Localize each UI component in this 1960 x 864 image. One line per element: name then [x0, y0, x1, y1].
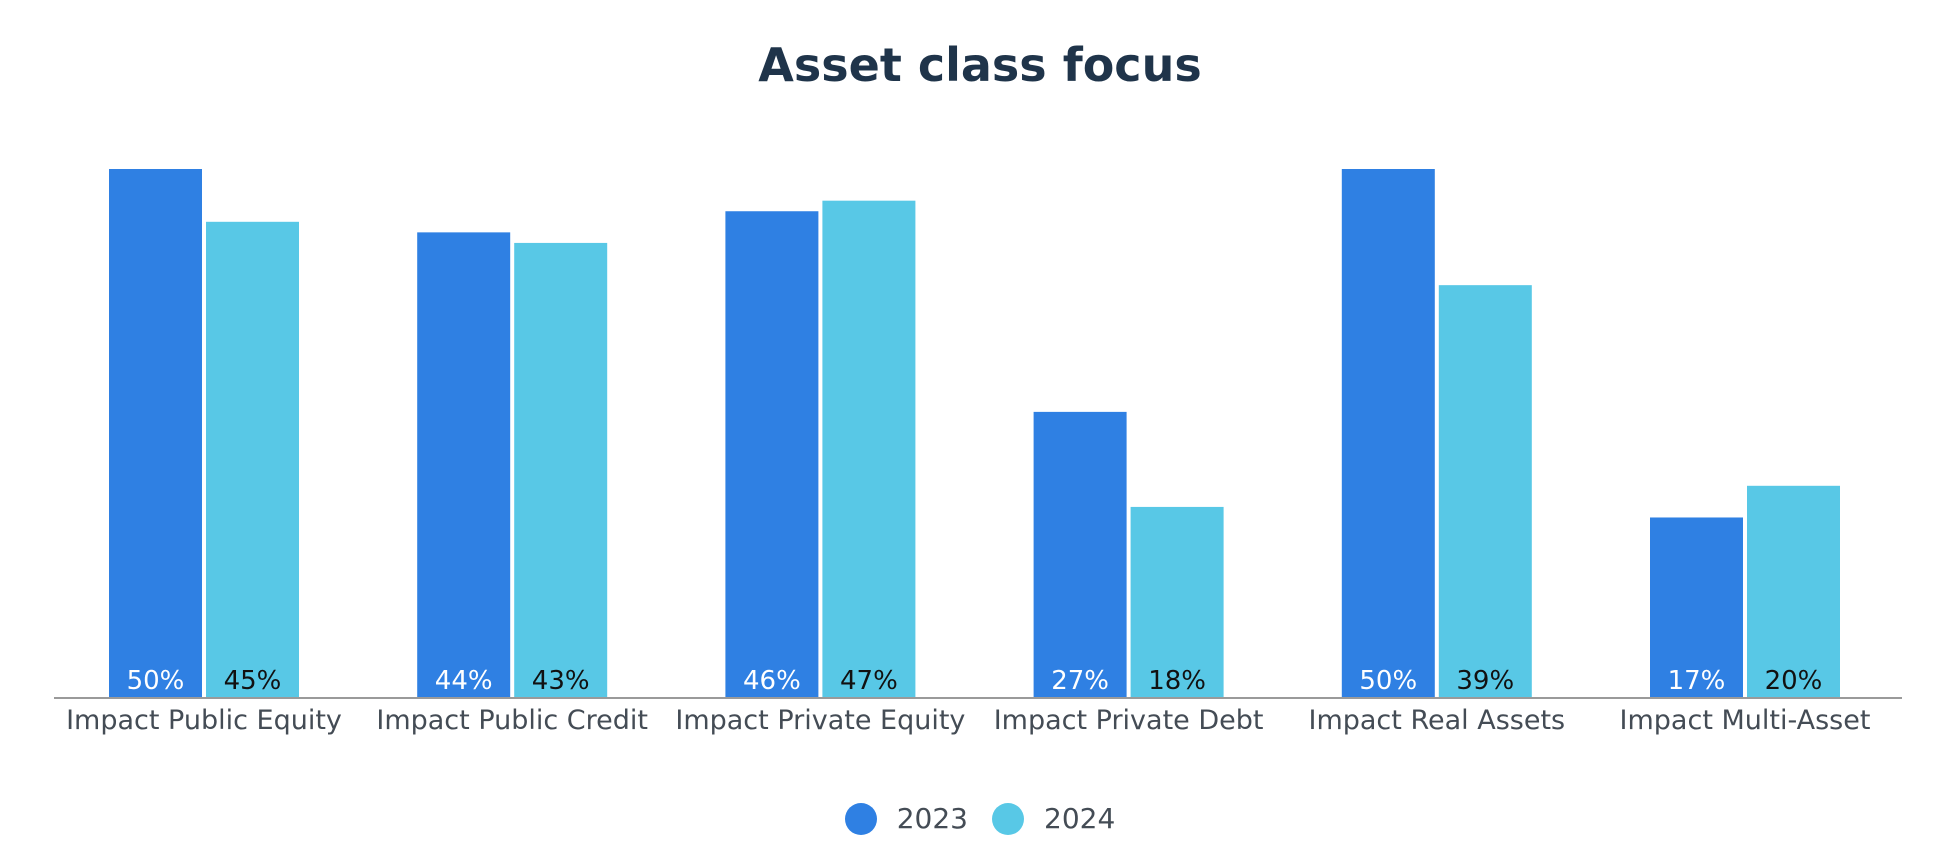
- value-label-2023-5: 50%: [1359, 666, 1417, 696]
- bar-2023-2: [417, 232, 511, 698]
- bar-2024-5: [1438, 285, 1532, 697]
- category-labels-layer: Impact Public Equity Impact Public Credit…: [66, 705, 1870, 736]
- value-label-2024-2: 43%: [532, 666, 590, 696]
- value-label-2024-6: 20%: [1765, 666, 1823, 696]
- bar-2023-3: [725, 211, 819, 698]
- bar-2024-2: [514, 242, 608, 698]
- value-label-2024-3: 47%: [840, 666, 898, 696]
- value-label-2023-2: 44%: [435, 666, 493, 696]
- category-label-1: Impact Public Equity: [66, 705, 342, 736]
- legend-swatch-2023: [844, 802, 877, 835]
- legend: 2023 2024: [0, 802, 1960, 835]
- category-label-4: Impact Private Debt: [994, 705, 1264, 736]
- value-label-2024-5: 39%: [1456, 666, 1514, 696]
- bar-2024-1: [206, 221, 299, 698]
- legend-label-2023: 2023: [896, 802, 968, 835]
- bar-2023-5: [1341, 169, 1435, 697]
- value-label-2023-4: 27%: [1051, 666, 1109, 696]
- value-labels-layer: 50% 45% 44% 43% 46% 47% 27% 18% 50% 39% 17% 20%: [127, 666, 1823, 696]
- category-label-5: Impact Real Assets: [1308, 705, 1565, 736]
- legend-item-2024: 2024: [992, 802, 1115, 835]
- chart-title: Asset class focus: [758, 38, 1202, 92]
- value-label-2023-1: 50%: [127, 666, 185, 696]
- legend-label-2024: 2024: [1044, 802, 1116, 835]
- value-label-2024-1: 45%: [224, 666, 282, 696]
- category-label-6: Impact Multi-Asset: [1620, 705, 1871, 736]
- category-label-2: Impact Public Credit: [376, 705, 648, 736]
- bar-2024-4: [1130, 506, 1224, 697]
- bars-layer: [109, 169, 1840, 698]
- legend-swatch-2024: [992, 802, 1024, 835]
- legend-item-2023: 2023: [844, 802, 968, 835]
- value-label-2023-6: 17%: [1668, 666, 1726, 696]
- category-label-3: Impact Private Equity: [675, 705, 965, 736]
- value-label-2023-3: 46%: [743, 666, 801, 696]
- bar-2023-6: [1650, 517, 1743, 697]
- bar-2023-4: [1033, 411, 1127, 697]
- value-label-2024-4: 18%: [1148, 666, 1206, 696]
- bar-2023-1: [109, 169, 202, 697]
- bar-2024-6: [1747, 485, 1840, 697]
- bar-2024-3: [822, 200, 916, 697]
